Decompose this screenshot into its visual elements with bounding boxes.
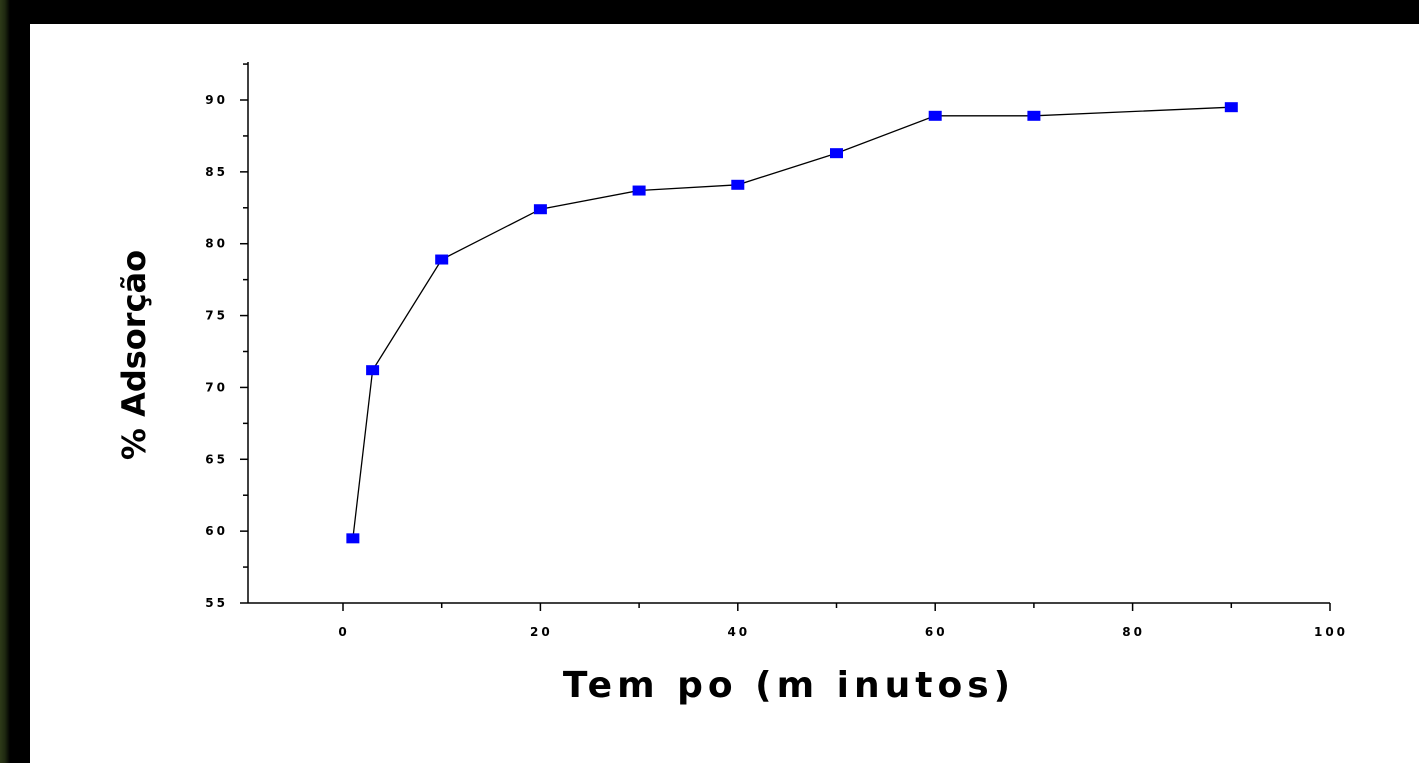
x-tick-label: 80 [1122, 625, 1145, 639]
data-point [1027, 110, 1041, 121]
tick-labels: 55 60 65 70 75 80 85 90 0 20 40 60 80 100 [205, 93, 1348, 639]
data-point [366, 365, 380, 376]
data-point [928, 110, 942, 121]
x-tick-label: 60 [925, 625, 948, 639]
x-tick-label: 20 [530, 625, 553, 639]
x-axis-title: Tem po (m inutos) [563, 665, 1015, 706]
y-tick-label: 60 [205, 524, 228, 538]
x-tick-label: 0 [338, 625, 349, 639]
y-tick-label: 90 [205, 93, 228, 107]
data-markers [346, 102, 1238, 544]
y-axis-title: % Adsorção [115, 250, 153, 460]
axes [247, 62, 1330, 604]
y-tick-label: 65 [205, 452, 228, 466]
series-line-group [352, 106, 1232, 539]
data-point [533, 204, 547, 215]
chart-panel [30, 24, 1419, 763]
data-point [346, 533, 360, 544]
x-tick-label: 100 [1314, 625, 1348, 639]
series-line [352, 106, 1232, 539]
y-tick-label: 85 [205, 165, 228, 179]
x-tick-label: 40 [727, 625, 750, 639]
y-tick-label: 80 [205, 237, 228, 251]
data-point [731, 179, 745, 190]
y-tick-label: 70 [205, 380, 228, 394]
ticks [240, 63, 1331, 611]
data-point [1224, 102, 1238, 113]
data-point [830, 148, 843, 159]
y-tick-label: 55 [205, 596, 228, 610]
data-point [435, 254, 449, 265]
data-point [632, 185, 646, 196]
y-tick-label: 75 [205, 309, 228, 323]
